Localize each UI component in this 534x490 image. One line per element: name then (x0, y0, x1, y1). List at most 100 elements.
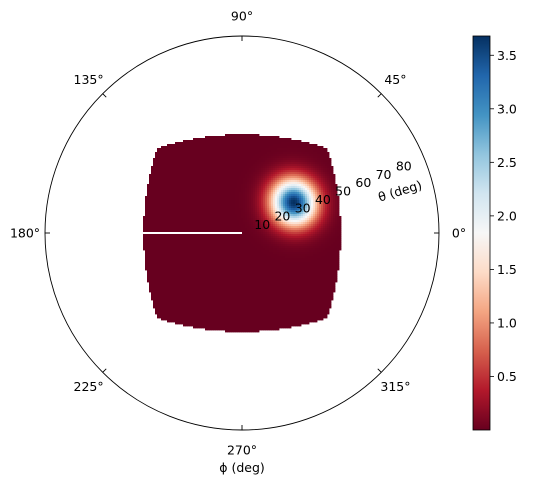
heatmap-cell (173, 212, 176, 215)
heatmap-cell (217, 146, 220, 149)
heatmap-cell (155, 196, 158, 199)
heatmap-cell (253, 228, 256, 231)
heatmap-cell (197, 180, 200, 183)
heatmap-cell (313, 160, 316, 163)
heatmap-cell (307, 164, 310, 167)
heatmap-cell (235, 224, 238, 227)
heatmap-cell (219, 138, 222, 141)
heatmap-cell (321, 166, 324, 169)
heatmap-cell (325, 238, 328, 241)
heatmap-cell (289, 174, 292, 177)
heatmap-cell (251, 154, 254, 157)
heatmap-cell (237, 208, 240, 211)
heatmap-cell (299, 190, 302, 193)
heatmap-cell (249, 232, 252, 235)
heatmap-cell (263, 228, 266, 231)
heatmap-cell (267, 156, 270, 159)
heatmap-cell (287, 202, 290, 205)
heatmap-cell (193, 196, 196, 199)
heatmap-cell (325, 166, 328, 169)
heatmap-cell (175, 236, 178, 239)
heatmap-cell (279, 172, 282, 175)
heatmap-cell (143, 222, 146, 225)
heatmap-cell (321, 212, 324, 215)
heatmap-cell (303, 212, 306, 215)
heatmap-cell (227, 162, 230, 165)
heatmap-cell (269, 192, 272, 195)
heatmap-cell (225, 240, 228, 243)
heatmap-cell (197, 240, 200, 243)
heatmap-cell (217, 166, 220, 169)
heatmap-cell (153, 218, 156, 221)
heatmap-cell (153, 210, 156, 213)
heatmap-cell (211, 166, 214, 169)
heatmap-cell (213, 228, 216, 231)
heatmap-cell (161, 208, 164, 211)
heatmap-cell (167, 164, 170, 167)
heatmap-cell (233, 156, 236, 159)
heatmap-cell (295, 234, 298, 237)
heatmap-cell (295, 198, 298, 201)
heatmap-cell (217, 206, 220, 209)
heatmap-cell (331, 214, 334, 217)
heatmap-cell (295, 168, 298, 171)
heatmap-cell (197, 158, 200, 161)
heatmap-cell (179, 152, 182, 155)
heatmap-cell (273, 162, 276, 165)
heatmap-cell (167, 194, 170, 197)
heatmap-cell (147, 228, 150, 231)
heatmap-cell (169, 210, 172, 213)
heatmap-cell (233, 142, 236, 145)
heatmap-cell (173, 154, 176, 157)
heatmap-cell (263, 160, 266, 163)
heatmap-cell (223, 226, 226, 229)
heatmap-cell (219, 198, 222, 201)
heatmap-cell (303, 146, 306, 149)
heatmap-cell (173, 160, 176, 163)
heatmap-cell (269, 244, 272, 247)
heatmap-cell (251, 178, 254, 181)
heatmap-cell (181, 216, 184, 219)
heatmap-cell (157, 186, 160, 189)
heatmap-cell (283, 226, 286, 229)
heatmap-cell (191, 186, 194, 189)
heatmap-cell (225, 170, 228, 173)
heatmap-cell (261, 162, 264, 165)
heatmap-cell (337, 226, 340, 229)
heatmap-cell (277, 228, 280, 231)
heatmap-cell (241, 224, 244, 227)
heatmap-cell (225, 158, 228, 161)
heatmap-cell (173, 236, 176, 239)
heatmap-cell (277, 200, 280, 203)
heatmap-cell (171, 220, 174, 223)
heatmap-cell (321, 174, 324, 177)
heatmap-cell (265, 196, 268, 199)
heatmap-cell (193, 210, 196, 213)
heatmap-cell (325, 202, 328, 205)
heatmap-cell (169, 202, 172, 205)
heatmap-cell (203, 184, 206, 187)
heatmap-cell (161, 148, 164, 151)
heatmap-cell (241, 204, 244, 207)
heatmap-cell (301, 168, 304, 171)
heatmap-cell (259, 240, 262, 243)
heatmap-cell (179, 162, 182, 165)
heatmap-cell (221, 230, 224, 233)
heatmap-cell (153, 202, 156, 205)
heatmap-cell (209, 158, 212, 161)
heatmap-cell (269, 176, 272, 179)
heatmap-cell (197, 220, 200, 223)
heatmap-cell (153, 198, 156, 201)
heatmap-cell (159, 168, 162, 171)
heatmap-cell (279, 150, 282, 153)
heatmap-cell (243, 150, 246, 153)
heatmap-cell (281, 156, 284, 159)
heatmap-cell (307, 152, 310, 155)
heatmap-cell (235, 242, 238, 245)
heatmap-cell (269, 234, 272, 237)
heatmap-cell (253, 174, 256, 177)
heatmap-cell (239, 218, 242, 221)
heatmap-cell (327, 228, 330, 231)
heatmap-cell (261, 186, 264, 189)
heatmap-cell (255, 144, 258, 147)
